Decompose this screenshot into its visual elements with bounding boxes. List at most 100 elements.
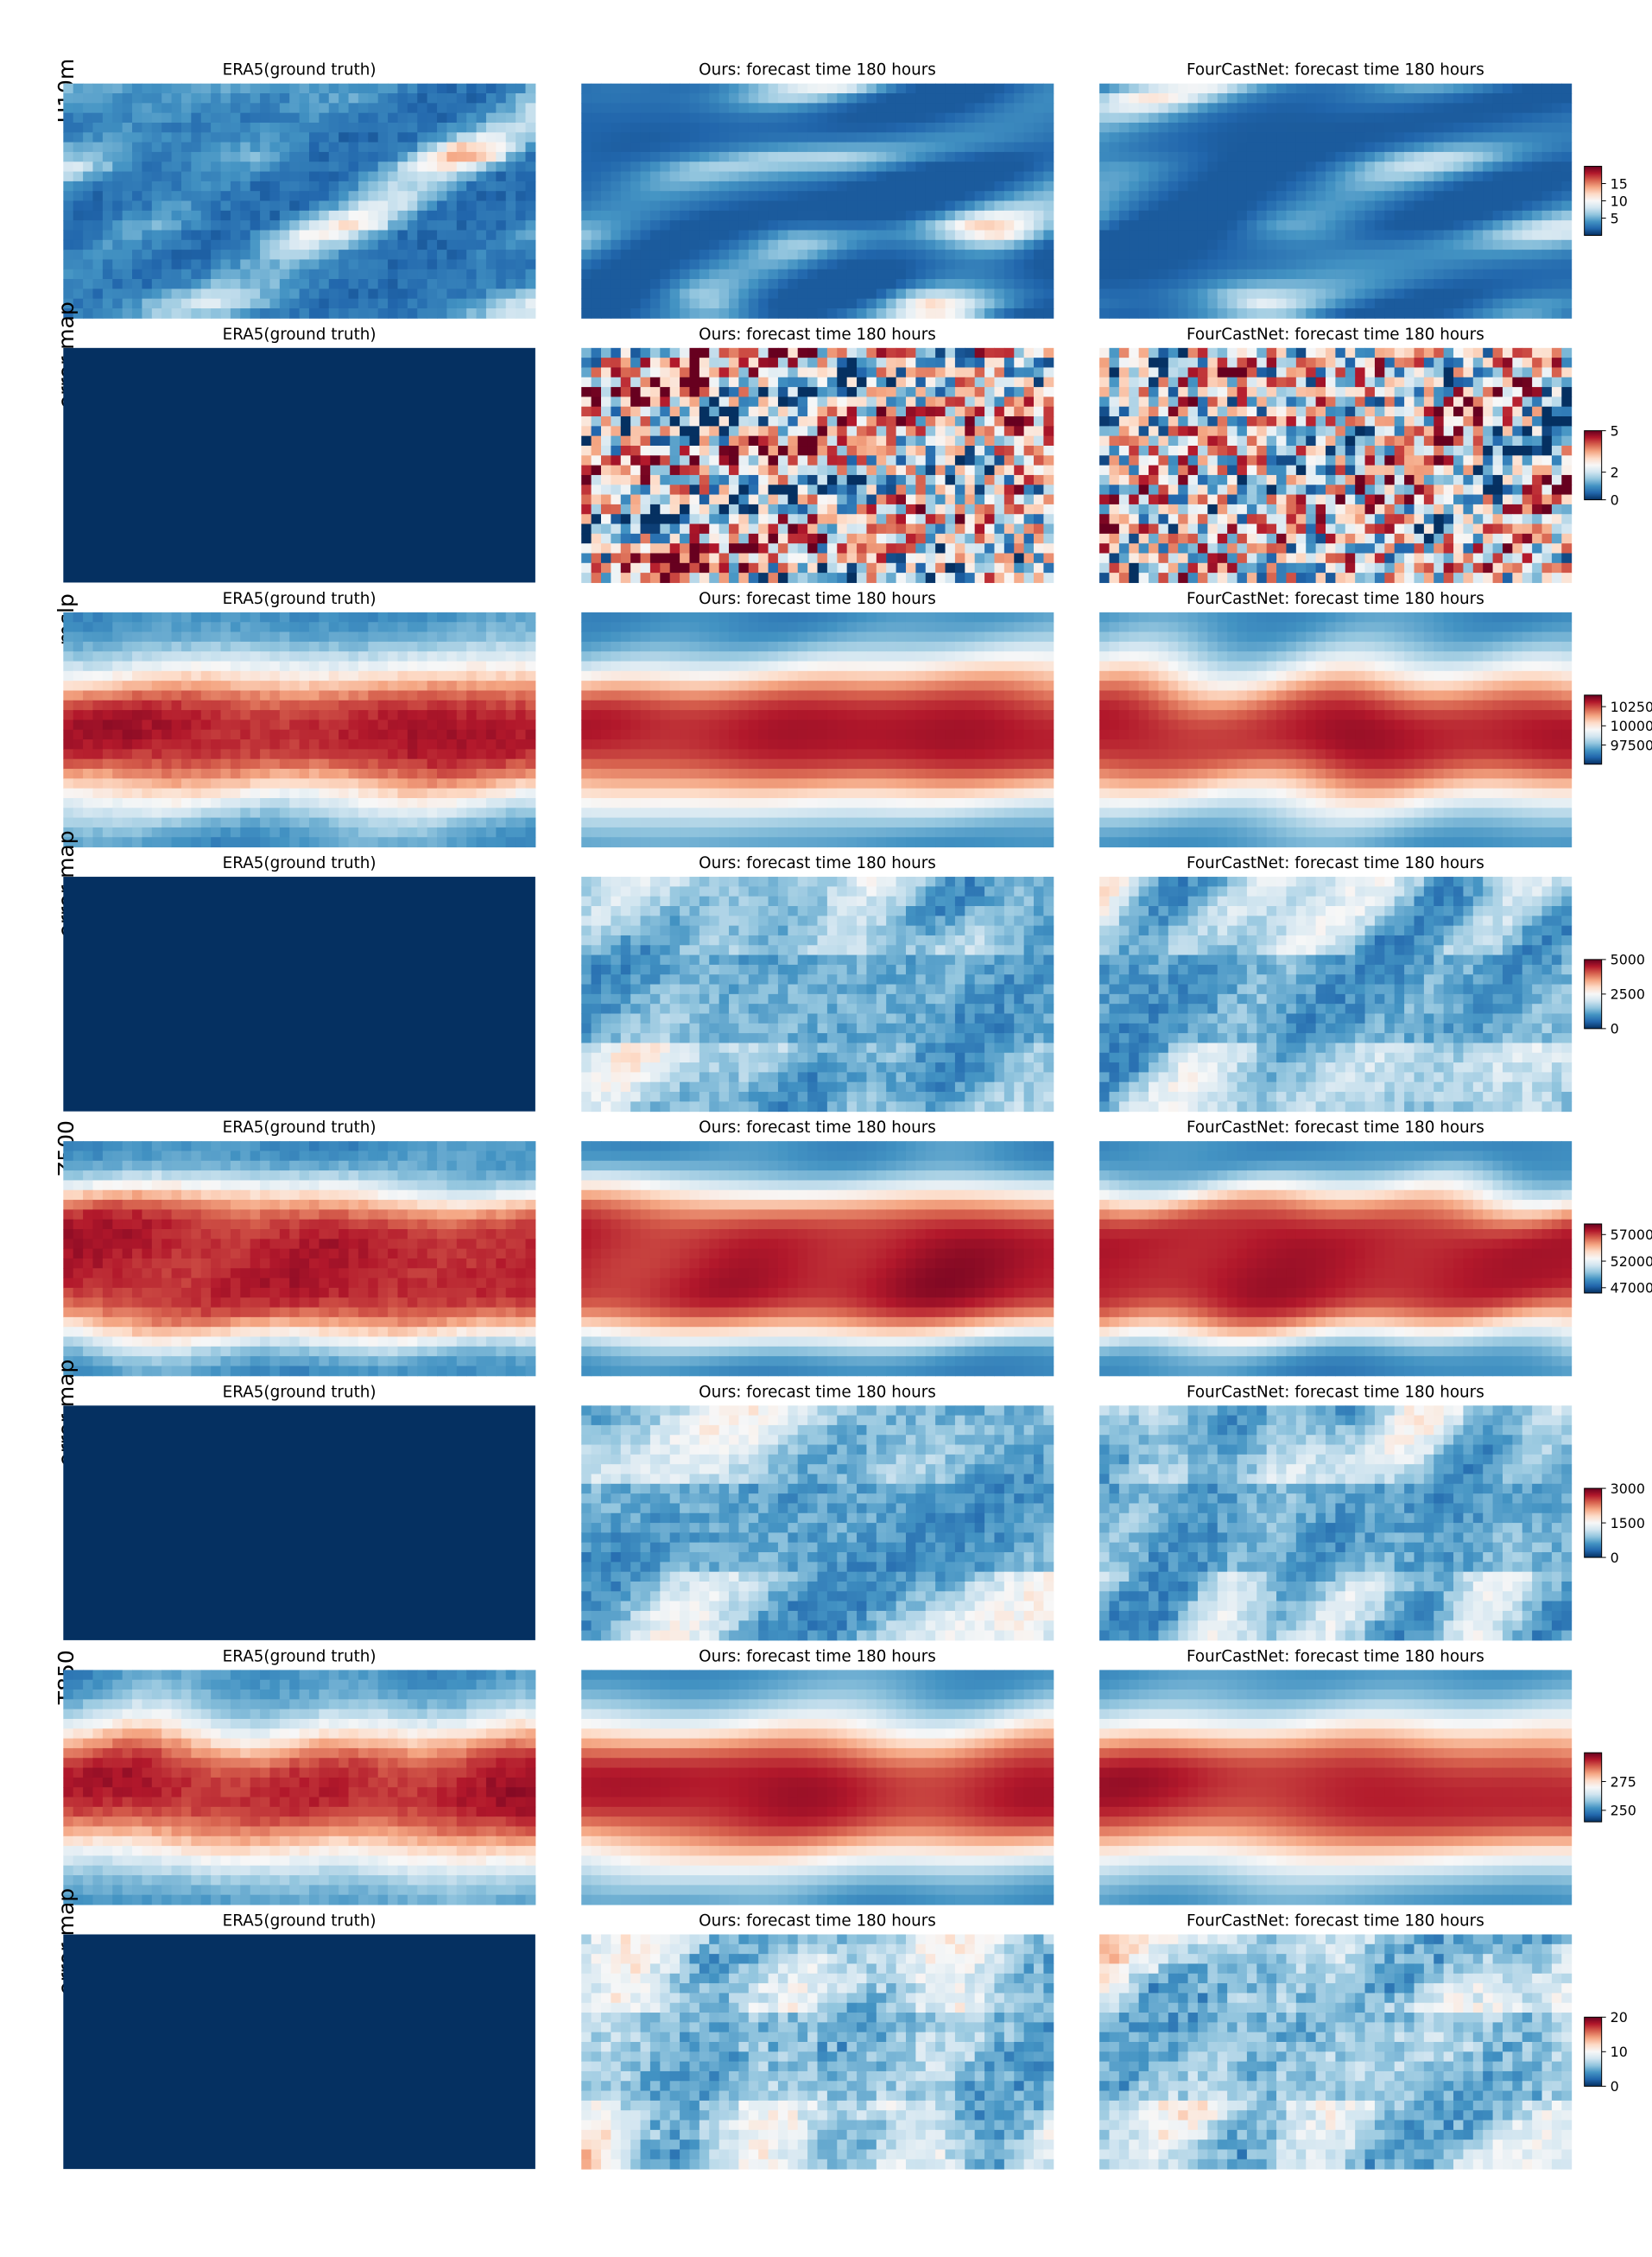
- heatmap-cell: [680, 377, 690, 388]
- heatmap-cell: [1355, 143, 1365, 153]
- heatmap-cell: [1247, 93, 1257, 104]
- heatmap-cell: [592, 269, 602, 280]
- heatmap-cell: [1552, 240, 1562, 250]
- heatmap-cell: [221, 103, 231, 113]
- heatmap-cell: [417, 152, 427, 162]
- heatmap-cell: [1024, 455, 1035, 466]
- heatmap-cell: [427, 220, 438, 231]
- heatmap-cell: [827, 143, 838, 153]
- heatmap-cell: [896, 553, 907, 563]
- heatmap-cell: [92, 143, 103, 153]
- heatmap-cell: [112, 211, 123, 221]
- heatmap-cell: [73, 288, 84, 299]
- heatmap-cell: [906, 113, 916, 124]
- heatmap-cell: [699, 123, 710, 133]
- heatmap-cell: [611, 396, 621, 407]
- heatmap-cell: [946, 367, 956, 377]
- heatmap-cell: [955, 514, 965, 524]
- heatmap-cell: [965, 288, 975, 299]
- heatmap-cell: [641, 446, 651, 456]
- heatmap-cell: [866, 250, 877, 260]
- heatmap-cell: [1034, 250, 1044, 260]
- heatmap-cell: [1345, 143, 1356, 153]
- heatmap-cell: [1404, 211, 1415, 221]
- heatmap-cell: [709, 358, 719, 368]
- heatmap-cell: [630, 416, 641, 427]
- heatmap-cell: [358, 269, 369, 280]
- heatmap-cell: [172, 172, 182, 182]
- heatmap-cell: [358, 132, 369, 143]
- heatmap-cell: [641, 514, 651, 524]
- heatmap-cell: [1552, 396, 1562, 407]
- heatmap-cell: [329, 230, 339, 240]
- heatmap-cell: [486, 279, 497, 289]
- heatmap-cell: [1326, 201, 1336, 212]
- heatmap-cell: [1158, 220, 1168, 231]
- heatmap-cell: [1375, 172, 1385, 182]
- heatmap-cell: [729, 466, 739, 476]
- heatmap-cell: [1149, 367, 1159, 377]
- heatmap-cell: [1024, 220, 1035, 231]
- heatmap-cell: [896, 396, 907, 407]
- heatmap-cell: [1306, 377, 1316, 388]
- heatmap-cell: [680, 211, 690, 221]
- heatmap-cell: [946, 573, 956, 583]
- heatmap-cell: [103, 250, 113, 260]
- heatmap-cell: [1043, 407, 1054, 417]
- heatmap-cell: [1345, 93, 1356, 104]
- heatmap-cell: [1149, 201, 1159, 212]
- heatmap-cell: [269, 103, 280, 113]
- heatmap-cell: [329, 269, 339, 280]
- heatmap-cell: [857, 348, 867, 358]
- heatmap-cell: [112, 181, 123, 192]
- heatmap-cell: [1404, 348, 1415, 358]
- heatmap-cell: [749, 348, 759, 358]
- heatmap-cell: [526, 143, 536, 153]
- heatmap-cell: [1345, 220, 1356, 231]
- heatmap-cell: [581, 84, 592, 94]
- heatmap-cell: [1365, 299, 1376, 309]
- heatmap-cell: [1296, 191, 1307, 201]
- heatmap-cell: [1493, 181, 1503, 192]
- heatmap-cell: [827, 220, 838, 231]
- heatmap-cell: [1237, 299, 1248, 309]
- heatmap-cell: [935, 143, 946, 153]
- heatmap-cell: [641, 172, 651, 182]
- heatmap-cell: [1014, 143, 1024, 153]
- heatmap-cell: [592, 93, 602, 104]
- heatmap-cell: [1158, 377, 1168, 388]
- heatmap-cell: [260, 299, 270, 309]
- heatmap-cell: [994, 132, 1004, 143]
- heatmap-cell: [1149, 250, 1159, 260]
- heatmap-cell: [300, 123, 310, 133]
- heatmap-cell: [477, 143, 487, 153]
- heatmap-cell: [1024, 543, 1035, 554]
- heatmap-cell: [641, 573, 651, 583]
- heatmap-cell: [719, 143, 730, 153]
- heatmap-cell: [1355, 201, 1365, 212]
- heatmap-cell: [1532, 162, 1542, 172]
- heatmap-cell: [211, 93, 221, 104]
- heatmap-cell: [621, 416, 631, 427]
- heatmap-cell: [975, 250, 985, 260]
- heatmap-cell: [592, 152, 602, 162]
- heatmap-cell: [240, 299, 250, 309]
- heatmap-cell: [1552, 132, 1562, 143]
- heatmap-cell: [1424, 308, 1434, 319]
- heatmap-cell: [142, 220, 152, 231]
- heatmap-cell: [1542, 181, 1553, 192]
- heatmap-cell: [1444, 152, 1454, 162]
- heatmap-cell: [181, 201, 192, 212]
- heatmap-cell: [915, 446, 926, 456]
- heatmap-cell: [112, 143, 123, 153]
- heatmap-cell: [965, 407, 975, 417]
- heatmap-cell: [1207, 358, 1218, 368]
- heatmap-cell: [719, 396, 730, 407]
- heatmap-cell: [1099, 220, 1110, 231]
- heatmap-cell: [201, 240, 212, 250]
- heatmap-cell: [719, 269, 730, 280]
- heatmap-cell: [280, 211, 290, 221]
- heatmap-cell: [191, 308, 201, 319]
- heatmap-cell: [611, 299, 621, 309]
- heatmap-cell: [123, 299, 133, 309]
